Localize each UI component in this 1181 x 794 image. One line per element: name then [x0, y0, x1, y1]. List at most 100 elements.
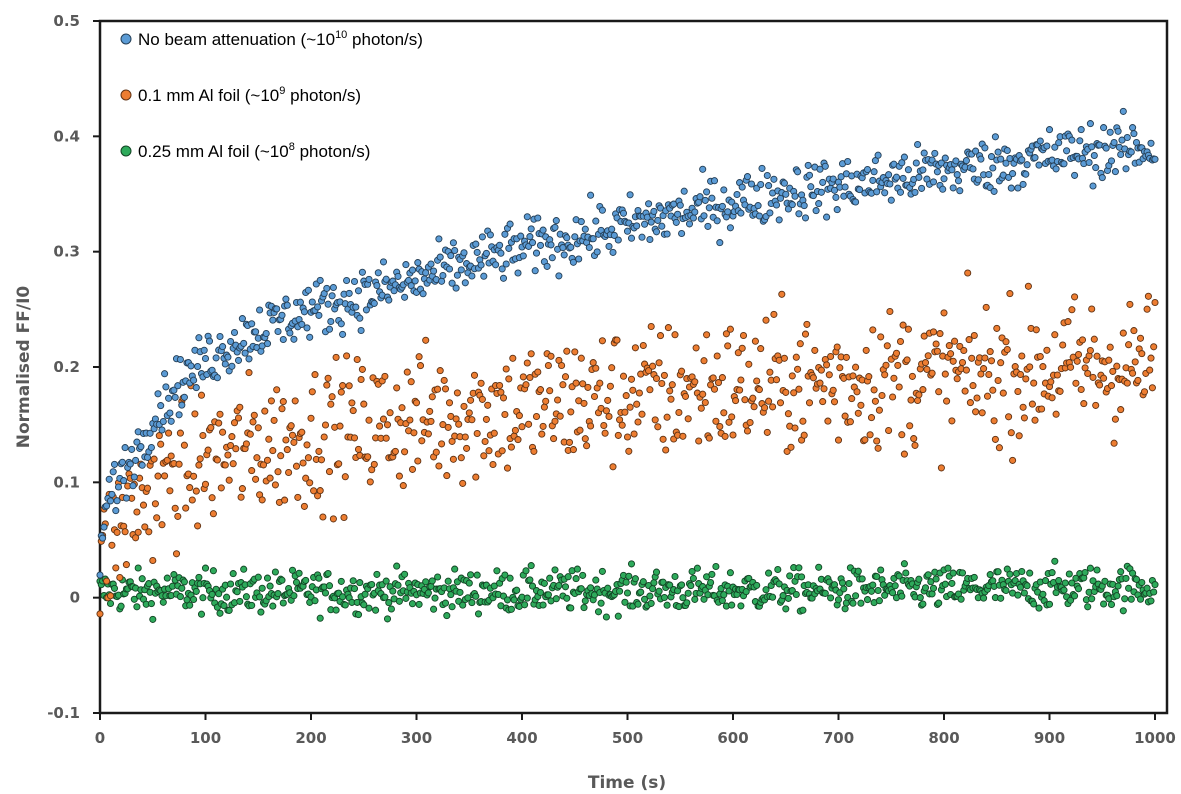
- data-point: [430, 267, 438, 275]
- data-point: [285, 468, 293, 477]
- data-point: [587, 422, 595, 430]
- data-point: [414, 457, 422, 465]
- data-point: [714, 379, 723, 387]
- data-point: [779, 592, 787, 600]
- data-point: [1110, 138, 1118, 147]
- data-point: [933, 347, 941, 355]
- data-point: [110, 584, 119, 592]
- data-point: [647, 322, 655, 331]
- data-point: [887, 196, 895, 204]
- data-point: [977, 155, 985, 163]
- data-point: [393, 384, 401, 392]
- data-point: [424, 430, 432, 438]
- data-point: [951, 337, 959, 345]
- data-point: [871, 397, 879, 405]
- data-point: [863, 596, 872, 604]
- data-point: [337, 577, 345, 585]
- data-point: [646, 235, 654, 244]
- data-point: [242, 440, 250, 448]
- data-point: [1055, 576, 1063, 585]
- data-point: [362, 306, 370, 314]
- data-point: [257, 608, 265, 616]
- data-point: [931, 149, 939, 157]
- data-point: [145, 528, 153, 536]
- data-point: [394, 272, 402, 280]
- data-point: [705, 204, 713, 212]
- data-point: [267, 397, 275, 405]
- data-point: [692, 344, 700, 352]
- data-point: [387, 605, 395, 613]
- data-point: [1106, 128, 1114, 136]
- data-point: [190, 595, 198, 604]
- x-tick-label: 900: [1034, 729, 1065, 747]
- data-point: [852, 363, 860, 371]
- data-point: [1016, 370, 1025, 379]
- data-point: [511, 426, 519, 434]
- data-point: [948, 417, 956, 425]
- data-point: [561, 373, 570, 381]
- data-point: [608, 225, 616, 233]
- data-point: [928, 369, 936, 377]
- data-point: [341, 601, 349, 609]
- data-point: [564, 573, 572, 581]
- data-point: [354, 445, 363, 453]
- data-point: [870, 386, 878, 394]
- data-point: [614, 612, 622, 620]
- data-point: [252, 475, 260, 483]
- data-point: [576, 426, 584, 434]
- data-point: [555, 581, 563, 590]
- data-point: [852, 592, 860, 600]
- data-point: [1060, 586, 1068, 594]
- data-point: [563, 347, 571, 355]
- data-point: [720, 186, 728, 194]
- data-point: [308, 298, 316, 306]
- data-point: [428, 577, 436, 585]
- data-point: [195, 461, 203, 469]
- data-point: [196, 455, 204, 463]
- data-point: [886, 307, 894, 316]
- data-point: [465, 579, 473, 587]
- data-point: [627, 234, 636, 242]
- data-point: [579, 571, 587, 579]
- data-point: [720, 409, 728, 417]
- data-point: [174, 512, 182, 520]
- data-point: [635, 389, 643, 397]
- data-point: [1067, 596, 1075, 604]
- data-point: [899, 174, 907, 182]
- data-point: [440, 376, 448, 384]
- data-point: [633, 222, 641, 230]
- data-point: [138, 575, 146, 583]
- data-point: [519, 252, 527, 260]
- data-point: [732, 397, 740, 405]
- data-point: [407, 378, 415, 386]
- data-point: [569, 446, 577, 454]
- data-point: [1146, 366, 1154, 374]
- data-point: [1007, 184, 1015, 192]
- data-point: [577, 218, 585, 226]
- data-point: [307, 414, 315, 422]
- data-point: [898, 431, 906, 439]
- data-point: [209, 567, 217, 575]
- data-point: [459, 479, 467, 487]
- data-point: [121, 444, 129, 452]
- data-point: [165, 429, 173, 437]
- data-point: [1071, 171, 1079, 179]
- data-point: [1006, 570, 1014, 578]
- data-point: [539, 226, 547, 234]
- data-point: [1114, 582, 1122, 590]
- data-point: [180, 393, 188, 401]
- data-point: [325, 468, 334, 476]
- data-point: [279, 398, 287, 406]
- data-point: [394, 581, 402, 589]
- data-point: [158, 521, 166, 529]
- data-point: [1136, 334, 1145, 342]
- data-point: [973, 394, 981, 402]
- data-point: [949, 184, 957, 192]
- y-axis-title: Normalised FF/I0: [14, 286, 34, 449]
- x-axis-ticks: 0 100 200 300 400 500 600 700 800 900 1000: [95, 713, 1176, 747]
- data-point: [200, 346, 208, 354]
- data-point: [972, 147, 980, 155]
- data-point: [1060, 160, 1068, 168]
- data-point: [766, 209, 774, 217]
- data-point: [895, 572, 903, 580]
